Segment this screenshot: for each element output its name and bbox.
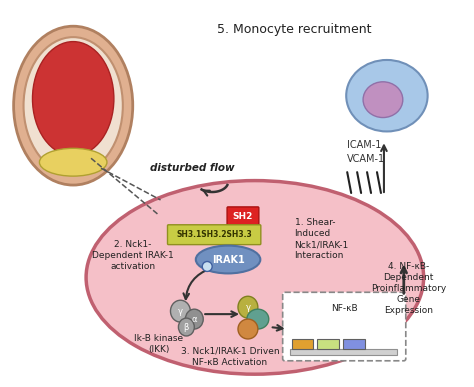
FancyBboxPatch shape [167, 225, 261, 245]
Text: NF-κB: NF-κB [331, 304, 357, 313]
Circle shape [202, 262, 212, 271]
Text: SH3.1SH3.2SH3.3: SH3.1SH3.2SH3.3 [176, 230, 252, 239]
Text: γ: γ [246, 303, 250, 312]
Text: β: β [184, 322, 189, 332]
Ellipse shape [363, 82, 403, 118]
Text: disturbed flow: disturbed flow [150, 163, 235, 173]
Bar [343, 339, 365, 349]
Text: α: α [191, 315, 197, 324]
Ellipse shape [171, 300, 191, 322]
Ellipse shape [196, 246, 260, 274]
Ellipse shape [39, 148, 107, 176]
FancyBboxPatch shape [227, 207, 259, 227]
Text: ICAM-1
VCAM-1: ICAM-1 VCAM-1 [347, 140, 385, 164]
Text: 2. Nck1-
Dependent IRAK-1
activation: 2. Nck1- Dependent IRAK-1 activation [92, 240, 173, 271]
Ellipse shape [247, 309, 269, 329]
Text: IRAK1: IRAK1 [212, 255, 245, 265]
Ellipse shape [14, 26, 133, 185]
Ellipse shape [238, 296, 258, 318]
Text: 5. Monocyte recruitment: 5. Monocyte recruitment [218, 23, 372, 36]
Ellipse shape [185, 309, 203, 329]
Text: γ: γ [178, 307, 183, 316]
Ellipse shape [33, 41, 114, 156]
Bar [290, 349, 397, 355]
Bar [318, 339, 339, 349]
FancyBboxPatch shape [283, 292, 406, 361]
Bar [292, 339, 313, 349]
Ellipse shape [346, 60, 428, 132]
Ellipse shape [178, 318, 194, 336]
Text: SH2: SH2 [233, 212, 253, 221]
Text: 1. Shear-
Induced
Nck1/IRAK-1
Interaction: 1. Shear- Induced Nck1/IRAK-1 Interactio… [294, 218, 349, 260]
Text: Ik-B kinase
(IKK): Ik-B kinase (IKK) [134, 334, 183, 354]
Ellipse shape [86, 181, 424, 374]
Ellipse shape [24, 37, 123, 174]
Text: 3. Nck1/IRAK-1 Driven
NF-κB Activation: 3. Nck1/IRAK-1 Driven NF-κB Activation [181, 347, 279, 367]
Ellipse shape [238, 319, 258, 339]
Text: 4. NF-κB-
Dependent
Proinflammatory
Gene
Expression: 4. NF-κB- Dependent Proinflammatory Gene… [371, 262, 447, 315]
